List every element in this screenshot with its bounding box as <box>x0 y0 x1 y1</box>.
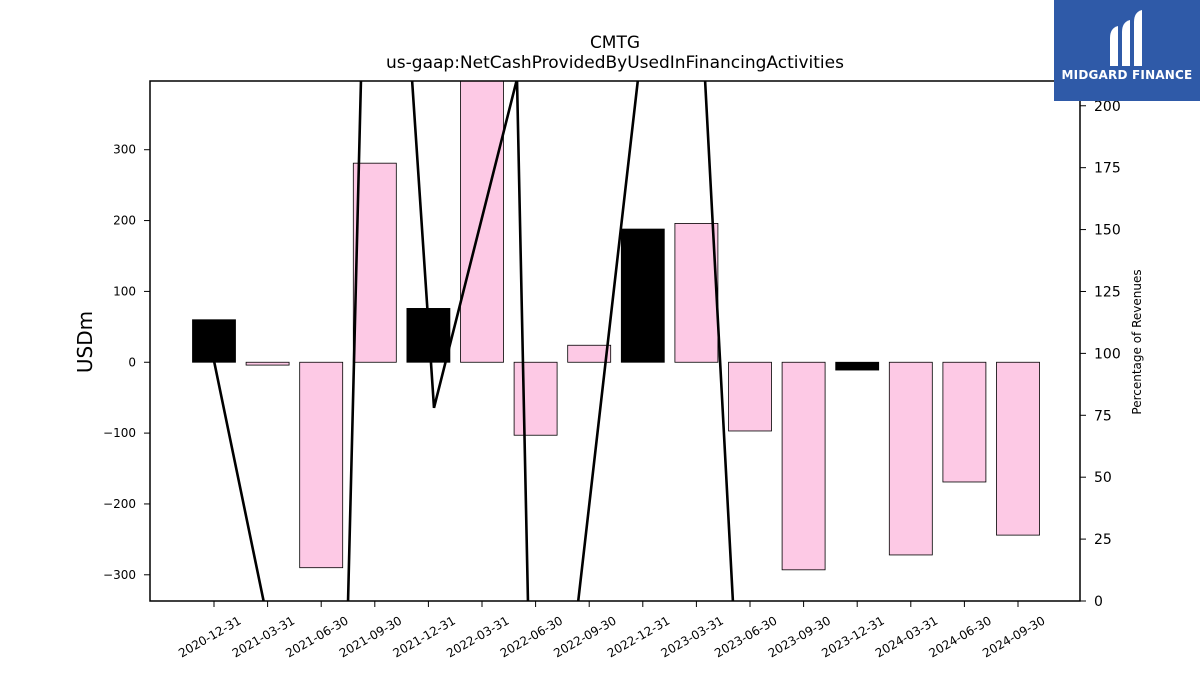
bar-2021-09-30 <box>352 162 397 363</box>
bars-group <box>192 81 1040 571</box>
y2-tick-label: 150 <box>1094 223 1121 239</box>
y-tick-label: 200 <box>113 214 136 228</box>
y-tick-label: 0 <box>128 355 136 369</box>
y2-axis-label: Percentage of Revenues <box>1130 269 1144 414</box>
y-axis: −300 −200 −100 0 100 200 300 <box>103 143 150 582</box>
plot-frame <box>149 80 1081 602</box>
y2-tick-label: 0 <box>1094 594 1103 610</box>
bar-2023-12-31 <box>835 361 880 371</box>
bar-2023-03-31 <box>674 222 719 363</box>
bar-2024-03-31 <box>888 361 933 556</box>
line-layer <box>212 81 735 601</box>
y2-axis: 0 25 50 75 100 125 150 175 200 <box>1080 99 1121 610</box>
y-tick-label: 300 <box>113 143 136 157</box>
midgard-logo: MIDGARD FINANCE <box>1054 0 1200 101</box>
bar-2024-06-30 <box>942 361 987 483</box>
y-tick-label: −300 <box>103 568 136 582</box>
bar-2022-12-31 <box>620 228 665 363</box>
y2-tick-label: 25 <box>1094 532 1112 548</box>
bar-2020-12-31 <box>192 319 236 363</box>
chart-title: CMTG <box>590 33 640 53</box>
y-tick-label: −200 <box>103 497 136 511</box>
logo-text: MIDGARD FINANCE <box>1061 68 1193 82</box>
y2-tick-label: 100 <box>1094 346 1121 362</box>
y2-tick-label: 75 <box>1094 408 1112 424</box>
bar-2023-06-30 <box>728 361 772 432</box>
chart-subtitle: us-gaap:NetCashProvidedByUsedInFinancing… <box>386 53 844 73</box>
bar-2022-09-30 <box>567 344 612 363</box>
y-tick-label: −100 <box>103 426 136 440</box>
bar-2024-09-30 <box>996 361 1040 536</box>
y2-tick-label: 200 <box>1094 99 1121 115</box>
y-tick-label: 100 <box>113 284 136 298</box>
bar-2021-06-30 <box>299 361 344 569</box>
y-axis-label: USDm <box>73 311 97 373</box>
bar-2021-03-31 <box>245 361 290 366</box>
y2-tick-label: 175 <box>1094 161 1121 177</box>
bar-2023-09-30 <box>781 361 826 571</box>
bar-2022-06-30 <box>513 361 558 436</box>
y2-tick-label: 50 <box>1094 470 1112 486</box>
x-axis: 2020-12-312021-03-312021-06-302021-09-30… <box>176 601 1048 660</box>
y2-tick-label: 125 <box>1094 284 1121 300</box>
revenue-percentage-line <box>212 81 735 601</box>
midgard-logo-icon <box>1110 10 1142 66</box>
